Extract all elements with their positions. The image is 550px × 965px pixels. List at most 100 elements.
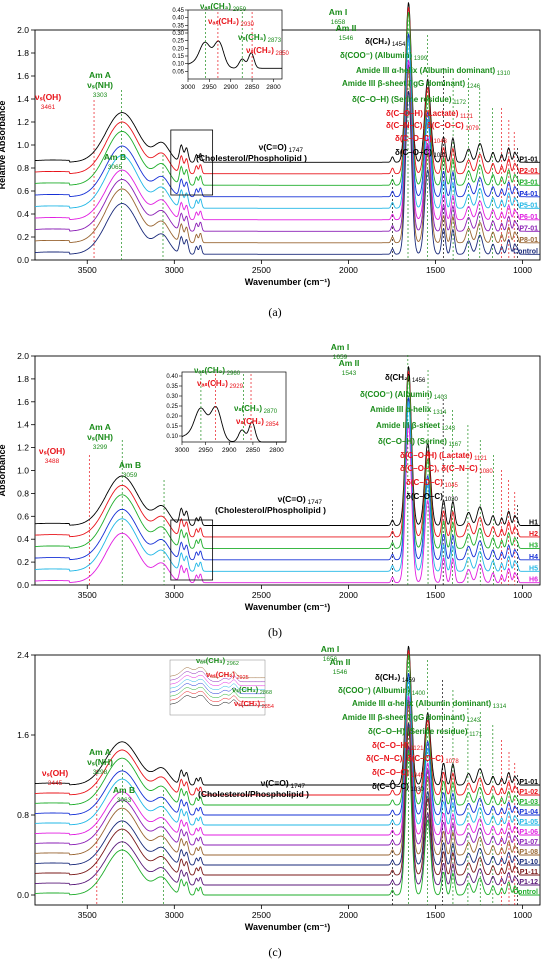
legend-label: H6 — [529, 577, 538, 584]
peak-value: 3063 — [117, 797, 132, 804]
peak-value: 3445 — [48, 780, 63, 787]
y-tick-label: 0.0 — [17, 890, 29, 900]
inset-line — [169, 686, 265, 699]
y-tick-label: 2.4 — [17, 650, 29, 660]
y-tick-label: 1.0 — [17, 140, 29, 150]
inset-peak-label: νₐₛ(CH₂) 2929 — [197, 379, 244, 390]
y-tick-label: 1.0 — [17, 466, 29, 476]
y-tick-label: 0.4 — [17, 209, 29, 219]
peak-label: νₛ(OH) — [39, 446, 65, 456]
peak-label: νₛ(NH) — [87, 757, 113, 767]
peak-label: Am II — [339, 358, 360, 368]
x-tick-label: 2500 — [252, 590, 271, 600]
peak-label: δ(C–O–C) 1030 — [395, 148, 448, 159]
series-line — [34, 704, 540, 856]
inset-peak-label: νₛ(CH₂) 2850 — [246, 46, 290, 57]
peak-label: δ(C–O–H) 1121 — [372, 741, 424, 752]
series-line — [35, 69, 540, 244]
y-tick-label: 1.8 — [17, 48, 29, 58]
chart-panel-c: P1-01 P1-02 P1-03 P1-04 P1-05 P1-06 P1-07 P1-08… — [17, 644, 541, 932]
y-tick-label: 0.2 — [17, 557, 29, 567]
inset-x-tick-label: 2800 — [269, 447, 284, 454]
inset-peak-label: νₛ(CH₂) 2854 — [236, 417, 280, 428]
inset-x-tick-label: 2850 — [245, 84, 260, 91]
inset-line — [169, 690, 265, 703]
series-line — [35, 402, 540, 572]
series-line — [35, 366, 540, 526]
peak-label: ν(C=O) 1747 — [278, 494, 323, 506]
peak-label: δ(C–O–H) (Lactate) 1121 — [386, 109, 474, 120]
series-line — [35, 11, 540, 186]
caption-a: (a) — [268, 305, 282, 319]
inset-line — [181, 406, 286, 443]
inset-y-tick-label: 0.35 — [172, 23, 184, 29]
x-tick-label: 1000 — [513, 910, 532, 920]
series-line — [34, 722, 540, 866]
inset-peak-label: νₛ(CH₃) 2873 — [238, 33, 282, 44]
inset-y-tick-label: 0.10 — [172, 62, 184, 68]
y-tick-label: 1.2 — [17, 443, 29, 453]
inset-c: νₐₛ(CH₃) 2962 νₐₛ(CH₂) 2925 νₛ(CH₃) 2868 νₛ… — [169, 656, 274, 716]
series-line — [35, 695, 540, 836]
x-tick-label: 2500 — [252, 265, 271, 275]
inset-peak-label: νₐₛ(CH₃) 2962 — [196, 656, 239, 667]
inset-line — [169, 682, 265, 695]
inset-y-tick-label: 0.40 — [172, 16, 184, 22]
series-line — [35, 59, 540, 221]
inset-x-tick-label: 2900 — [223, 84, 238, 91]
peak-label: Am A — [89, 70, 111, 80]
y-tick-label: 0.8 — [17, 163, 29, 173]
y-tick-label: 1.4 — [17, 94, 29, 104]
legend-label: P7-01 — [519, 225, 538, 232]
peak-label: δ(CH₂) 1456 — [385, 373, 426, 384]
series-line — [35, 375, 540, 549]
peak-label: δ(C–O–H) (Serine residue) 1172 — [352, 95, 467, 106]
legend-label: P1-12 — [519, 879, 538, 886]
x-tick-label: 2000 — [339, 265, 358, 275]
series-line — [35, 423, 540, 584]
inset-y-tick-label: 0.15 — [172, 54, 184, 60]
series-line — [34, 672, 540, 816]
peak-label: Amide III β-sheet (IgG dominant) 1246 — [342, 79, 481, 90]
zoom-box — [170, 129, 214, 196]
inset-y-tick-label: 0.10 — [166, 434, 178, 440]
peak-note: (Cholesterol/Phospholipid ) — [215, 505, 326, 515]
peak-label: νₛ(NH) — [87, 80, 113, 90]
y-tick-label: 2.0 — [17, 351, 29, 361]
peak-value: 3298 — [93, 769, 108, 776]
peak-label: Am A — [89, 747, 111, 757]
peak-label: Am I — [329, 7, 347, 17]
inset-b: 3000 2950 2900 2850 2800 0.10 0.15 0.20 0.25 0.30… — [166, 366, 287, 454]
inset-peak-label: νₐₛ(CH₂) 2925 — [206, 670, 249, 681]
y-tick-label: 2.0 — [17, 25, 29, 35]
y-tick-label: 0.4 — [17, 534, 29, 544]
peak-note: (Cholesterol/Phospholipid ) — [196, 153, 307, 163]
peak-label: δ(COO⁻) (Albumin) 1403 — [360, 390, 448, 401]
peak-label: Amide III β-sheet 1243 — [376, 421, 456, 432]
peak-label: Amide III α-helix (Albumin dominant) 131… — [352, 699, 507, 710]
peak-value: 1543 — [342, 370, 357, 377]
x-tick-label: 3000 — [165, 265, 184, 275]
series-line — [35, 700, 540, 846]
legend-label: P1-11 — [520, 869, 538, 876]
legend-label: P1-01 — [519, 779, 538, 786]
legend-label: Control — [513, 248, 538, 255]
y-tick-label: 1.4 — [17, 420, 29, 430]
plot-frame — [34, 29, 541, 261]
legend-label: H3 — [529, 542, 538, 549]
inset-x-tick-label: 2950 — [202, 84, 217, 91]
peak-label: Am B — [119, 460, 141, 470]
series-line — [35, 745, 540, 886]
peak-label: Amide III α-helix (Albumin dominant) 131… — [356, 66, 511, 77]
legend-label: H4 — [529, 554, 538, 561]
inset-x-tick-label: 3000 — [181, 84, 196, 91]
chart-panel-a: P1-01 P2-01 P3-01 P4-01 P5-01 P6-01 P7-01 P8-01… — [0, 2, 541, 287]
legend-label: P1-07 — [519, 839, 538, 846]
y-tick-label: 0.0 — [17, 255, 29, 265]
peak-label: ν(C=O) 1747 — [259, 142, 304, 154]
peak-label: νₛ(OH) — [35, 92, 61, 102]
legend-label: H1 — [529, 519, 538, 526]
inset-peak-label: νₐₛ(CH₃) 2959 — [200, 2, 247, 13]
x-axis-label: Wavenumber (cm⁻¹) — [245, 602, 330, 612]
inset-x-tick-label: 3000 — [175, 447, 190, 454]
